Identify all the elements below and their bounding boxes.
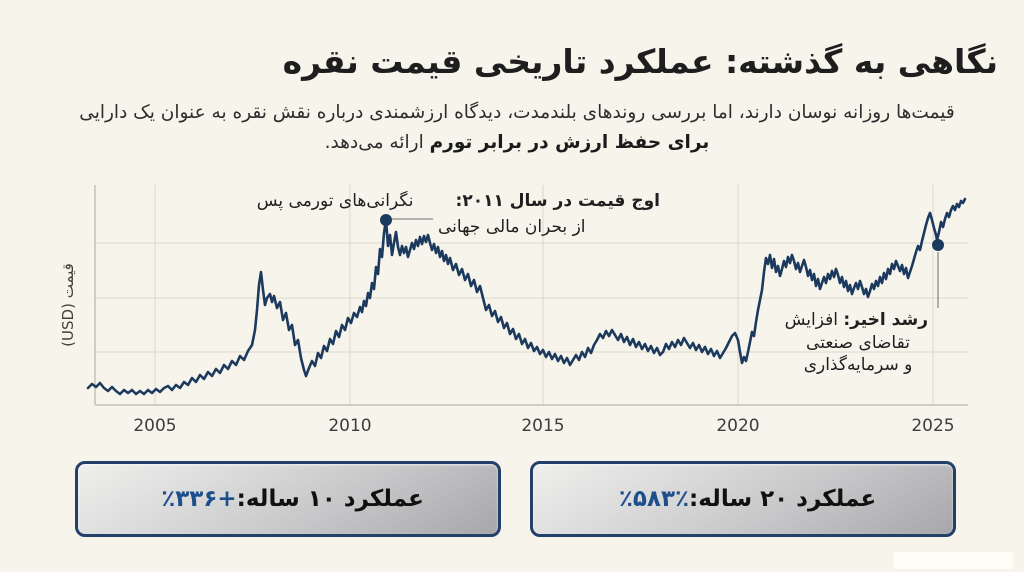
annotation-2011-peak-rest: نگرانی‌های تورمی پس [256,191,414,211]
annotation-recent-growth: رشد اخیر: افزایش تقاضای صنعتی و سرمایه‌گ… [784,309,928,377]
annotation-recent-line3: و سرمایه‌گذاری [803,355,913,375]
recent-growth-dot [932,239,944,251]
subtitle-line1: قیمت‌ها روزانه نوسان دارند، اما بررسی رو… [79,102,955,123]
annotation-2011-peak-bold: اوج قیمت در سال ۲۰۱۱: [455,191,660,211]
subtitle-tail: ارائه می‌دهد. [324,132,430,153]
x-axis-tick-2020: 2020 [716,416,760,436]
x-axis-tick-2005: 2005 [133,416,177,436]
annotation-recent-bold: رشد اخیر: [843,310,928,330]
stat-box-10y-value: ٪۳۳۶+ [161,486,237,512]
subtitle-bold-phrase: برای حفظ ارزش در برابر تورم [429,132,710,153]
x-axis-tick-2025: 2025 [911,416,955,436]
y-axis-label: قیمت (USD) [58,263,77,347]
annotation-recent-line1: رشد اخیر: افزایش [784,309,928,332]
page-title: نگاهی به گذشته: عملکرد تاریخی قیمت نقره [282,42,998,81]
stat-box-20-year-performance: عملکرد ۲۰ ساله: ٪۵۸۳٪ [530,461,956,537]
stat-box-20y-label: عملکرد ۲۰ ساله: [689,486,877,512]
annotation-recent-rest: افزایش [784,310,838,330]
watermark-patch [893,552,1013,569]
annotation-2011-peak-line1: اوج قیمت در سال ۲۰۱۱: نگرانی‌های تورمی پس [257,191,660,211]
x-axis-tick-2010: 2010 [328,416,372,436]
annotation-2011-peak-line2: از بحران مالی جهانی [438,217,586,237]
stat-box-20y-value: ٪۵۸۳٪ [618,486,690,512]
stat-box-10-year-performance: عملکرد ۱۰ ساله: ٪۳۳۶+ [75,461,501,537]
peak-2011-dot [380,214,392,226]
x-axis-tick-2015: 2015 [521,416,565,436]
silver-price-line [86,197,967,396]
annotation-recent-line2: تقاضای صنعتی [806,332,910,353]
page-subtitle: قیمت‌ها روزانه نوسان دارند، اما بررسی رو… [36,98,998,158]
stat-box-10y-label: عملکرد ۱۰ ساله: [236,486,424,512]
